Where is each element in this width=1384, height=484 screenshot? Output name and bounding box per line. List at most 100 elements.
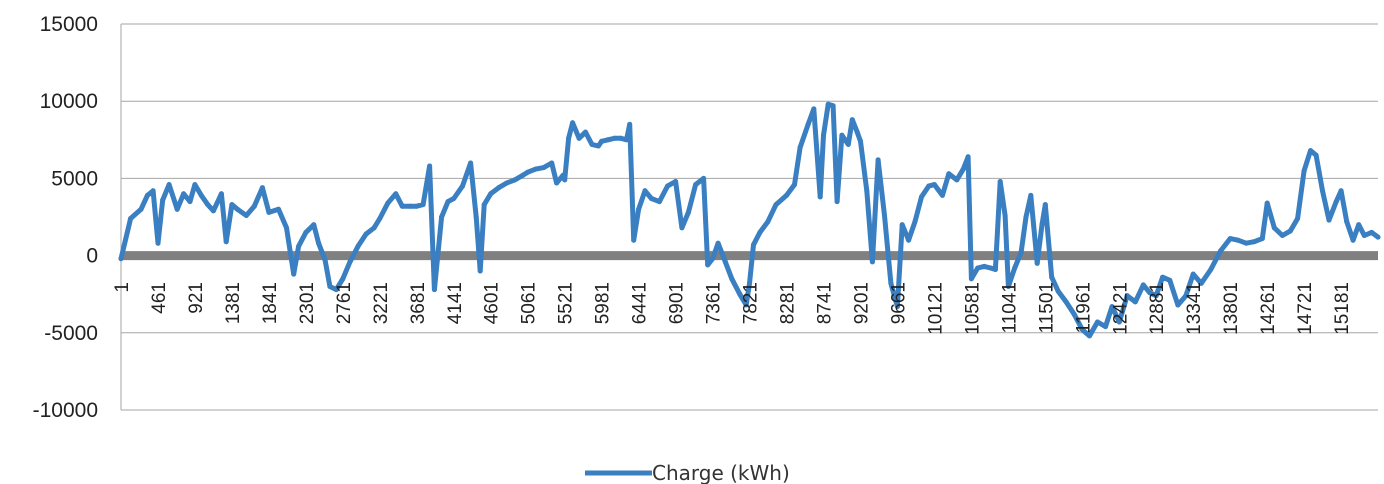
series-point [1218,248,1223,254]
series-point [205,202,211,208]
series-point [821,132,826,138]
y-tick-label: -5000 [44,322,98,345]
series-point [504,180,510,186]
series-point [882,213,887,218]
x-tick-label: 12881 [1147,282,1168,335]
series-point [906,237,912,243]
series-point [946,171,952,177]
series-point [1183,293,1189,299]
series-point [276,206,281,212]
series-point [757,229,763,235]
series-point [583,129,588,135]
y-tick-label: -10000 [33,399,98,422]
series-point [636,206,642,212]
series-point [496,185,502,191]
series-point [1153,293,1159,299]
x-tick-label: 1381 [223,282,244,324]
series-point [1338,188,1344,194]
series-point [128,216,134,221]
series-point [144,192,150,198]
series-point [811,106,817,112]
series-point [1264,200,1270,206]
series-point [912,219,918,225]
series-point [611,135,617,141]
series-point [992,267,998,272]
x-tick-label: 11041 [999,282,1020,333]
series-point [926,183,932,189]
series-point [858,138,863,144]
x-tick-label: 5981 [593,282,614,324]
series-point [1308,148,1313,154]
series-point [118,256,124,262]
series-point [729,276,735,282]
series-point [960,166,966,172]
series-point [642,188,648,194]
series-point [166,182,172,188]
x-tick-label: 3681 [408,282,429,324]
x-tick-label: 1841 [260,282,281,324]
series-point [1012,265,1018,271]
x-tick-label: 9201 [851,282,872,324]
series-point [854,129,860,135]
series-point [1243,240,1249,246]
x-axis-tick-labels: 1 461 921 1381 1841 2301 2761 3221 3681 4141 4601 5… [112,282,1353,335]
series-point [797,145,803,150]
x-tick-label: 14261 [1258,282,1279,335]
series-point [1132,299,1138,305]
series-point [1055,288,1061,294]
series-point [931,182,937,188]
x-tick-label: 9661 [888,282,909,324]
series-point [888,280,894,286]
series-point [1369,229,1375,235]
series-point [845,141,851,147]
series-point [327,284,333,289]
series-point [1095,319,1100,325]
x-tick-label: 5521 [556,282,577,324]
series-point [1140,282,1146,288]
series-point [210,208,216,214]
series-point [1034,260,1040,266]
series-point [679,225,685,231]
y-tick-label: 15000 [40,13,98,36]
series-point [1023,214,1029,220]
series-point [1018,250,1024,255]
x-tick-label: 13801 [1221,282,1242,335]
x-tick-label: 4141 [445,282,466,324]
x-tick-label: 7361 [704,282,725,324]
series-point [834,199,840,205]
series-point [805,121,811,127]
series-point [420,202,426,208]
x-tick-label: 10121 [925,282,946,335]
x-tick-label: 3221 [371,282,392,324]
series-point [919,194,924,200]
series-point [784,192,789,198]
series-point [939,192,945,198]
series-point [296,243,302,249]
series-point [1160,274,1166,280]
series-point [631,237,637,243]
series-point [1147,290,1153,296]
x-tick-label: 14721 [1295,282,1316,335]
series-point [235,206,240,212]
series-point [954,177,960,183]
series-point [965,154,971,160]
series-point [1271,225,1277,231]
series-point [747,280,752,286]
series-point [554,180,560,186]
y-tick-label: 5000 [51,167,98,190]
series-point [187,199,193,205]
y-tick-label: 0 [86,245,98,268]
series-point [1251,239,1257,245]
series-point [693,182,699,188]
x-tick-label: 4601 [482,282,503,324]
series-point [1063,299,1069,305]
series-point [541,165,547,171]
series-point [150,188,156,194]
x-tick-label: 7821 [741,282,762,324]
series-point [251,203,257,209]
x-tick-label: 2301 [297,282,318,324]
x-tick-label: 15181 [1332,282,1353,335]
series-point [1279,233,1285,238]
series-point [427,163,433,169]
